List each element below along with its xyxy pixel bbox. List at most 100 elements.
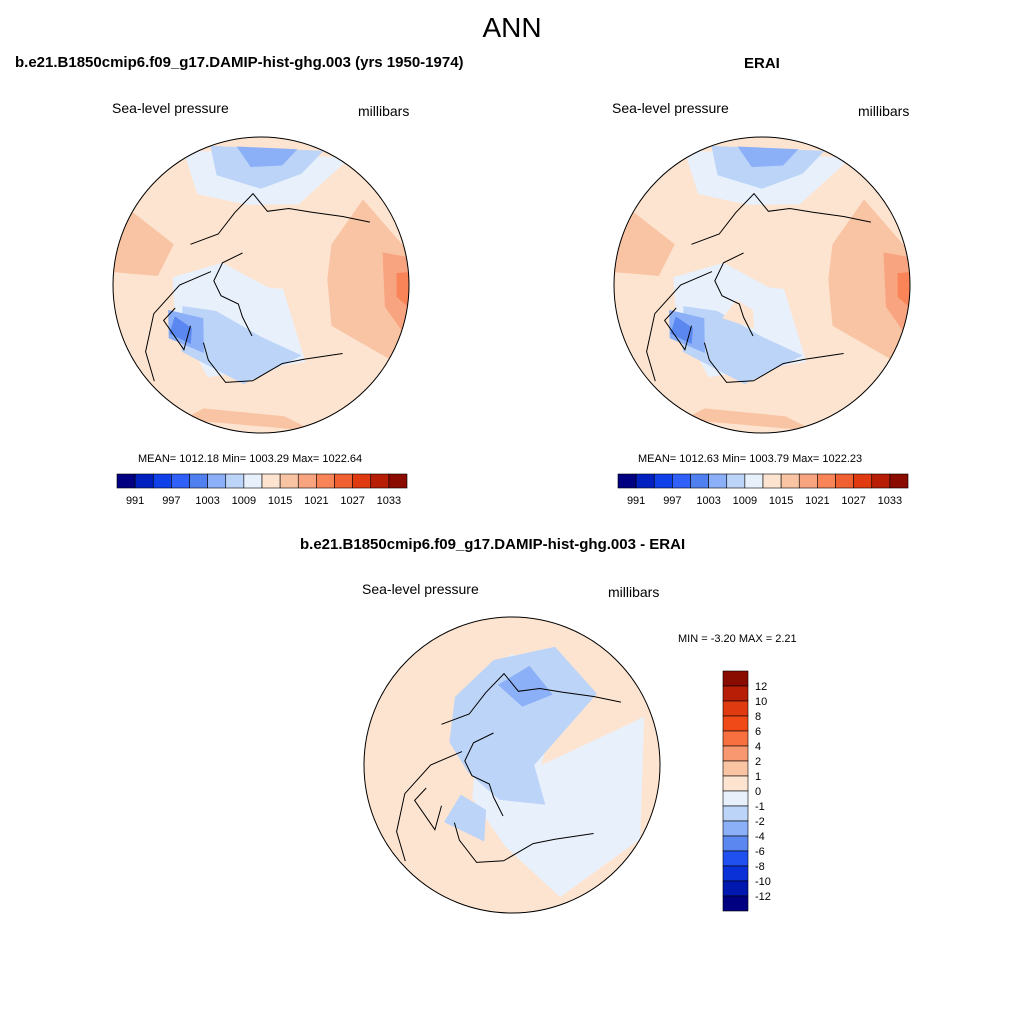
obs-contour-region: [684, 408, 816, 431]
model-colorbar-swatch: [261, 473, 281, 489]
diff-colorbar-tick-label: -6: [755, 846, 765, 858]
model-colorbar-swatch: [116, 473, 136, 489]
obs-contour-region: [711, 145, 825, 189]
diff-colorbar-swatch: [722, 760, 749, 777]
diff-colorbar-swatch: [722, 805, 749, 822]
diff-contour-region: [444, 794, 487, 842]
model-colorbar-swatch: [171, 473, 190, 489]
model-colorbar-swatch: [207, 473, 227, 489]
diff-colorbar-tick-label: -2: [755, 816, 765, 828]
model-colorbar-swatch: [225, 473, 245, 489]
obs-colorbar-tick-label: 1027: [841, 495, 865, 507]
model-colorbar-swatch: [388, 473, 408, 489]
obs-colorbar-swatch: [726, 473, 746, 489]
diff-colorbar-swatch: [722, 775, 749, 792]
diff-colorbar-tick-label: -12: [755, 891, 771, 903]
model-colorbar-swatch: [370, 473, 390, 489]
obs-colorbar-tick-label: 997: [663, 495, 681, 507]
diff-colorbar-swatch: [722, 685, 749, 702]
obs-colorbar-tick-label: 1003: [696, 495, 720, 507]
obs-colorbar: 991 997 1003 1009 1015 1021 1027 1033: [617, 473, 909, 507]
model-coastline: [213, 252, 253, 337]
diff-contour-region: [497, 665, 553, 707]
obs-coastline: [663, 307, 692, 351]
obs-colorbar-swatch: [835, 473, 854, 489]
model-colorbar-swatch: [189, 473, 208, 489]
obs-colorbar-swatch: [762, 473, 782, 489]
model-colorbar-tick-label: 1027: [340, 495, 364, 507]
diff-colorbar-tick-label: 6: [755, 726, 761, 738]
obs-colorbar-swatch: [617, 473, 637, 489]
model-contour-region: [169, 316, 192, 344]
diff-colorbar-tick-label: 1: [755, 771, 761, 783]
obs-colorbar-swatch: [871, 473, 891, 489]
diff-coastline: [396, 751, 463, 862]
diff-colorbar-swatch: [722, 895, 749, 912]
model-map-boundary: [112, 136, 410, 434]
diff-colorbar-swatch: [722, 700, 749, 717]
model-colorbar-swatch: [316, 473, 335, 489]
model-colorbar-tick-label: 997: [162, 495, 180, 507]
model-colorbar: 991 997 1003 1009 1015 1021 1027 1033: [116, 473, 408, 507]
obs-colorbar-tick-label: 1033: [878, 495, 902, 507]
diff-map: [363, 616, 661, 914]
model-units-label: millibars: [358, 103, 410, 119]
obs-colorbar-swatch: [744, 473, 764, 489]
diff-colorbar-tick-label: 0: [755, 786, 761, 798]
obs-colorbar-swatch: [653, 473, 673, 489]
diff-colorbar-tick-label: 4: [755, 741, 761, 753]
obs-colorbar-swatch: [817, 473, 836, 489]
model-colorbar-swatch: [352, 473, 372, 489]
model-colorbar-tick-label: 1021: [304, 495, 328, 507]
diff-colorbar-swatch: [722, 715, 749, 732]
obs-variable-label: Sea-level pressure: [612, 100, 729, 116]
obs-colorbar-swatch: [635, 473, 655, 489]
obs-colorbar-tick-label: 1021: [805, 495, 829, 507]
obs-stats: MEAN= 1012.63 Min= 1003.79 Max= 1022.23: [638, 453, 863, 465]
diff-colorbar-swatch: [722, 730, 749, 747]
obs-colorbar-swatch: [780, 473, 800, 489]
diff-colorbar-tick-label: -10: [755, 876, 771, 888]
obs-colorbar-swatch: [672, 473, 691, 489]
diff-variable-label: Sea-level pressure: [362, 581, 479, 597]
model-coastline: [190, 192, 371, 245]
obs-map-boundary: [613, 136, 911, 434]
diff-colorbar-swatch: [722, 865, 749, 882]
obs-colorbar-tick-label: 1015: [769, 495, 793, 507]
diff-colorbar-tick-label: 2: [755, 756, 761, 768]
diff-colorbar-swatch: [722, 835, 749, 852]
obs-colorbar-swatch: [708, 473, 728, 489]
obs-colorbar-swatch: [889, 473, 909, 489]
obs-contour-region: [828, 199, 910, 363]
model-map: [112, 136, 410, 434]
diff-colorbar-tick-label: 12: [755, 681, 767, 693]
obs-coastline: [703, 342, 844, 383]
obs-coastline: [646, 271, 713, 382]
model-coastline: [145, 271, 212, 382]
obs-units-label: millibars: [858, 103, 910, 119]
diff-colorbar-swatch: [722, 880, 749, 897]
model-colorbar-swatch: [297, 473, 317, 489]
model-panel-title: b.e21.B1850cmip6.f09_g17.DAMIP-hist-ghg.…: [15, 54, 464, 71]
model-variable-label: Sea-level pressure: [112, 100, 229, 116]
diff-colorbar-tick-label: 10: [755, 696, 767, 708]
model-colorbar-tick-label: 991: [126, 495, 144, 507]
diff-colorbar-swatch: [722, 670, 749, 687]
diff-contour-region: [449, 646, 597, 805]
obs-colorbar-swatch: [798, 473, 818, 489]
diff-panel-title: b.e21.B1850cmip6.f09_g17.DAMIP-hist-ghg.…: [300, 536, 686, 553]
model-contour-region: [183, 408, 315, 431]
obs-panel-title: ERAI: [744, 55, 780, 72]
diff-colorbar-swatch: [722, 850, 749, 867]
obs-contour-region: [722, 299, 755, 329]
obs-colorbar-swatch: [853, 473, 873, 489]
diff-colorbar-tick-label: -4: [755, 831, 765, 843]
model-colorbar-swatch: [152, 473, 172, 489]
model-colorbar-swatch: [243, 473, 263, 489]
diff-stats: MIN = -3.20 MAX = 2.21: [678, 633, 797, 645]
diff-colorbar-swatch: [722, 745, 749, 762]
diff-colorbar-swatch: [722, 790, 749, 807]
diff-colorbar-swatch: [722, 820, 749, 837]
figure-title: ANN: [482, 12, 542, 43]
